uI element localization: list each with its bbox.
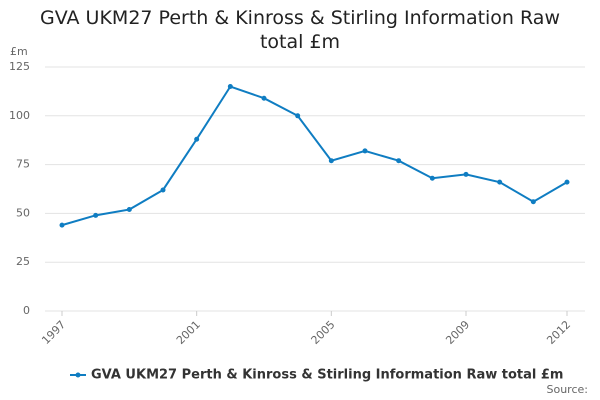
point [530,199,536,205]
x-tick-label: 2009 [443,318,472,347]
point [328,158,334,164]
point [463,171,469,177]
point [261,95,267,101]
x-tick-label: 2001 [174,318,203,347]
source: Source: [547,383,589,396]
y-tick-label: 125 [9,60,30,73]
series-line [61,85,568,227]
legend-text: GVA UKM27 Perth & Kinross & Stirling Inf… [91,368,563,383]
y-unit: £m [10,45,28,58]
y-tick-label: 50 [16,206,30,219]
point [429,175,435,181]
x-tick-label: 1997 [39,318,68,347]
point [227,84,233,90]
y-tick-label: 0 [23,304,30,317]
legend-marker [75,372,81,378]
point [564,179,570,185]
y-tick-label: 25 [16,255,30,268]
point [295,113,301,119]
y-tick-label: 75 [16,158,30,171]
point [160,187,166,193]
point [194,136,200,142]
y-tick-label: 100 [9,109,30,122]
chart-title: GVA UKM27 Perth & Kinross & Stirling Inf… [40,7,560,53]
point [59,222,65,228]
point [362,148,368,154]
point [396,158,402,164]
point [497,179,503,185]
x-tick-label: 2005 [309,318,338,347]
x-tick-label: 2012 [544,318,573,347]
point [93,212,99,218]
point [126,206,132,212]
